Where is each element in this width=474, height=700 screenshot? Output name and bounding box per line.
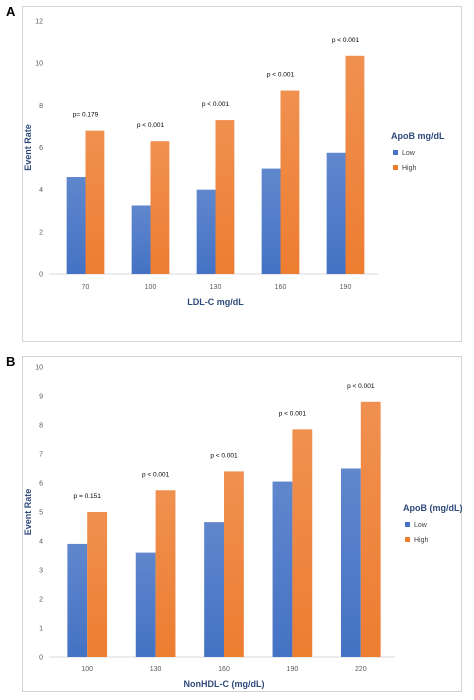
bar-high-100	[150, 141, 170, 274]
legend-title: ApoB (mg/dL)	[403, 503, 462, 513]
y-tick-label: 2	[39, 597, 43, 604]
p-value-label: p < 0.001	[142, 471, 170, 478]
y-tick-label: 0	[39, 272, 43, 279]
legend-entry-low: Low	[414, 522, 428, 529]
bar-low-70	[66, 177, 86, 274]
p-value-label: p < 0.001	[347, 383, 375, 390]
y-tick-label: 8	[39, 423, 43, 430]
legend-swatch-high	[393, 165, 398, 170]
bar-low-190	[326, 152, 346, 274]
y-tick-label: 5	[39, 510, 43, 517]
bar-low-100	[67, 543, 88, 657]
y-axis-title: Event Rate	[23, 489, 33, 536]
legend-entry-high: High	[414, 537, 429, 544]
p-value-label: p < 0.001	[267, 72, 295, 79]
p-value-label: p < 0.001	[210, 452, 238, 459]
x-tick-label: 220	[355, 666, 367, 673]
bar-high-190	[345, 55, 365, 274]
y-tick-label: 10	[35, 365, 43, 372]
bar-high-160	[280, 90, 300, 274]
bar-low-160	[261, 168, 281, 274]
y-tick-label: 6	[39, 481, 43, 488]
bar-high-130	[215, 120, 235, 274]
y-tick-label: 6	[39, 145, 43, 152]
y-tick-label: 0	[39, 655, 43, 662]
p-value-label: p < 0.001	[332, 37, 360, 44]
bar-low-160	[204, 522, 224, 657]
bar-high-100	[87, 512, 108, 657]
chart-panel-b: B 0 1 2 3 4 5 6 7 8 9 10 p = 0.151 100 p < 0.001 130 p …	[6, 354, 462, 692]
bar-high-70	[85, 130, 105, 274]
chart-panel-a: A 0 2 4 6 8 10 12 p= 0.179 70 p < 0.001 100 p < 0.0…	[6, 4, 462, 342]
legend-title: ApoB mg/dL	[391, 131, 445, 141]
y-tick-label: 7	[39, 452, 43, 459]
y-tick-label: 8	[39, 103, 43, 110]
panel-label-b: B	[6, 354, 16, 369]
bar-low-100	[131, 205, 151, 274]
legend-swatch-low	[405, 522, 410, 527]
y-tick-label: 4	[39, 539, 43, 546]
x-tick-label: 130	[210, 284, 222, 291]
y-tick-label: 2	[39, 229, 43, 236]
x-tick-label: 100	[81, 666, 93, 673]
y-tick-label: 10	[35, 61, 43, 68]
bar-low-130	[196, 189, 216, 274]
panel-label-a: A	[6, 4, 16, 19]
x-tick-label: 160	[218, 666, 230, 673]
x-tick-label: 100	[145, 284, 157, 291]
bar-chart-a: 0 2 4 6 8 10 12 p= 0.179 70 p < 0.001 100 p < 0.001…	[23, 19, 445, 308]
y-tick-label: 9	[39, 394, 43, 401]
bar-low-190	[272, 481, 293, 657]
legend-entry-high: High	[402, 165, 417, 172]
bar-high-160	[224, 471, 244, 657]
legend-entry-low: Low	[402, 150, 416, 157]
bar-low-220	[340, 468, 361, 657]
p-value-label: p < 0.001	[202, 101, 230, 108]
x-axis-title: NonHDL-C (mg/dL)	[184, 679, 265, 689]
x-tick-label: 130	[150, 666, 162, 673]
p-value-label: p= 0.179	[73, 112, 99, 119]
y-tick-label: 4	[39, 187, 43, 194]
y-tick-label: 12	[35, 19, 43, 26]
bar-high-130	[155, 490, 176, 657]
y-axis-title: Event Rate	[23, 124, 33, 171]
x-tick-label: 160	[275, 284, 287, 291]
bar-high-220	[360, 401, 381, 657]
bar-chart-b: 0 1 2 3 4 5 6 7 8 9 10 p = 0.151 100 p < 0.001 130 p < …	[23, 365, 462, 690]
legend-swatch-low	[393, 150, 398, 155]
x-axis-title: LDL-C mg/dL	[187, 297, 244, 307]
x-tick-label: 190	[287, 666, 299, 673]
y-tick-label: 1	[39, 626, 43, 633]
bar-low-130	[135, 552, 156, 657]
p-value-label: p = 0.151	[74, 493, 102, 500]
legend-swatch-high	[405, 537, 410, 542]
y-tick-label: 3	[39, 568, 43, 575]
bar-high-190	[292, 429, 313, 657]
p-value-label: p < 0.001	[279, 410, 307, 417]
x-tick-label: 70	[82, 284, 90, 291]
x-tick-label: 190	[340, 284, 352, 291]
p-value-label: p < 0.001	[137, 122, 165, 129]
